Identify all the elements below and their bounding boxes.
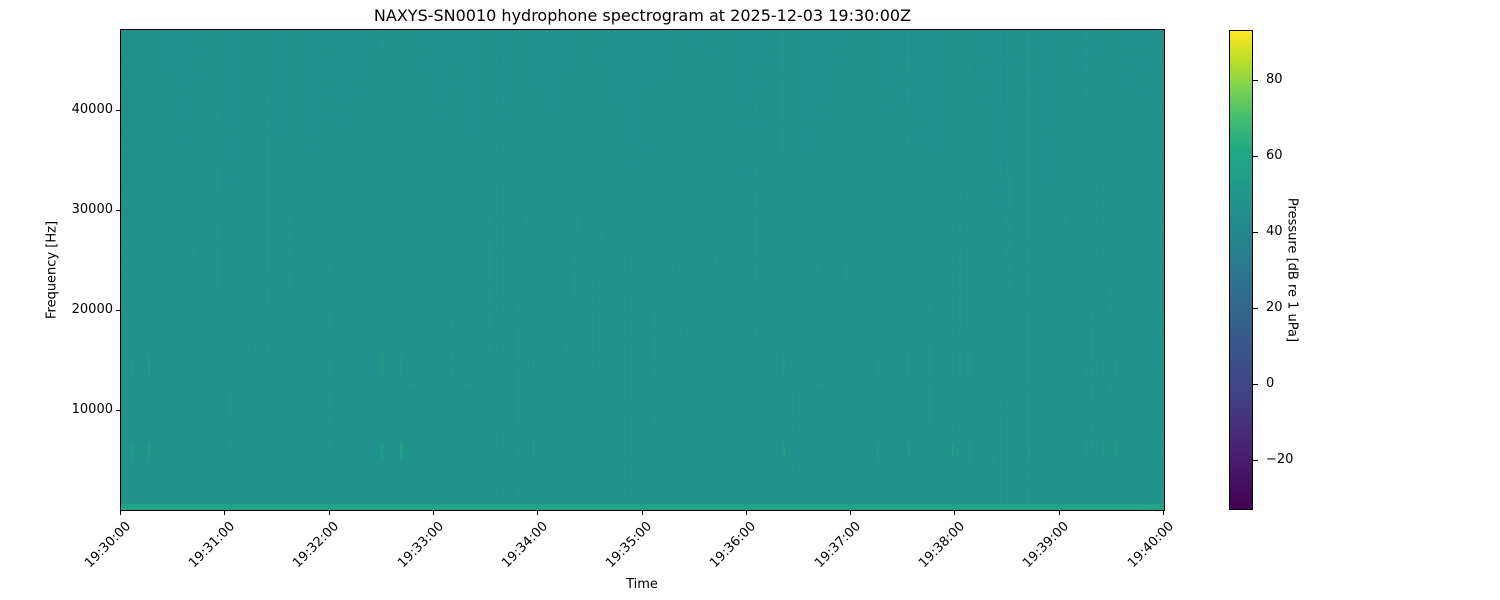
y-tick-mark <box>116 110 121 111</box>
colorbar-tick-label: 40 <box>1266 223 1283 239</box>
colorbar-tick-label: 0 <box>1266 376 1275 392</box>
transient-event-9 <box>968 30 970 510</box>
x-tick-mark <box>850 510 852 515</box>
x-tick-label: 19:38:00 <box>916 519 969 571</box>
y-tick-label: 10000 <box>71 402 113 417</box>
x-tick-mark <box>537 510 539 515</box>
transient-event-6 <box>876 30 878 510</box>
transient-event-12 <box>1102 30 1104 510</box>
x-tick-mark <box>432 510 434 515</box>
x-tick-mark <box>1058 510 1060 515</box>
plot-area <box>121 30 1164 510</box>
transient-event-10 <box>1027 30 1029 510</box>
x-tick-label: 19:40:00 <box>1124 519 1177 571</box>
x-axis-label: Time <box>626 577 658 592</box>
transient-event-0 <box>130 30 132 510</box>
colorbar-tick-label: 80 <box>1266 71 1283 87</box>
transient-event-7 <box>907 30 909 510</box>
colorbar <box>1229 30 1253 510</box>
colorbar-tick-label: −20 <box>1266 452 1294 468</box>
x-tick-mark <box>641 510 643 515</box>
x-tick-label: 19:30:00 <box>81 519 134 571</box>
y-tick-mark <box>116 210 121 211</box>
y-tick-label: 20000 <box>71 302 113 317</box>
x-tick-mark <box>1163 510 1164 515</box>
colorbar-tick-mark <box>1253 79 1258 81</box>
y-axis-label: Frequency [Hz] <box>44 220 60 320</box>
colorbar-tick-mark <box>1253 460 1258 462</box>
transient-event-4 <box>532 30 534 510</box>
transient-event-3 <box>400 30 402 510</box>
transient-event-5 <box>782 30 784 510</box>
x-tick-label: 19:39:00 <box>1020 519 1073 571</box>
chart-title: NAXYS-SN0010 hydrophone spectrogram at 2… <box>373 6 912 25</box>
y-tick-mark <box>116 410 121 411</box>
y-tick-mark <box>116 310 121 311</box>
event-overlay <box>121 30 1164 510</box>
x-tick-label: 19:33:00 <box>394 519 447 571</box>
colorbar-tick-mark <box>1253 384 1258 386</box>
x-tick-label: 19:34:00 <box>498 519 551 571</box>
colorbar-tick-label: 20 <box>1266 300 1283 316</box>
colorbar-label: Pressure [dB re 1 uPa] <box>1284 197 1300 343</box>
x-tick-label: 19:35:00 <box>603 519 656 571</box>
x-tick-mark <box>328 510 330 515</box>
colorbar-tick-label: 60 <box>1266 147 1283 163</box>
colorbar-tick-mark <box>1253 308 1258 310</box>
x-tick-label: 19:32:00 <box>290 519 343 571</box>
spectrogram-heatmap <box>121 30 1164 510</box>
x-tick-label: 19:37:00 <box>811 519 864 571</box>
x-tick-mark <box>745 510 747 515</box>
x-tick-mark <box>120 510 121 515</box>
y-tick-label: 40000 <box>71 102 113 117</box>
colorbar-tick-mark <box>1253 231 1258 233</box>
x-tick-mark <box>954 510 956 515</box>
transient-event-1 <box>148 30 150 510</box>
x-tick-label: 19:36:00 <box>707 519 760 571</box>
transient-event-11 <box>1085 30 1087 510</box>
x-tick-mark <box>224 510 226 515</box>
transient-event-13 <box>1114 30 1116 510</box>
transient-event-8 <box>951 30 953 510</box>
x-tick-label: 19:31:00 <box>186 519 238 571</box>
y-tick-label: 30000 <box>71 202 113 217</box>
transient-event-2 <box>381 30 383 510</box>
colorbar-tick-mark <box>1253 155 1258 157</box>
